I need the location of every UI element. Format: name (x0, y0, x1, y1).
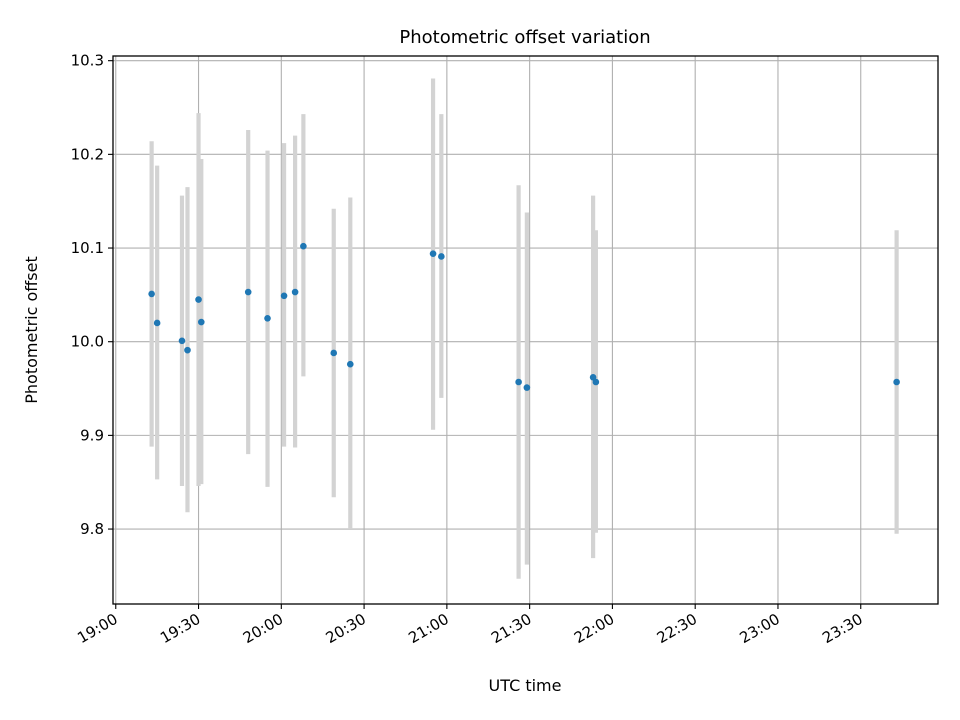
data-points (148, 242, 900, 391)
x-axis-label: UTC time (489, 676, 562, 695)
data-point (438, 253, 445, 260)
data-point (184, 346, 191, 354)
y-tick-label: 10.1 (71, 239, 104, 257)
data-point (264, 314, 271, 322)
x-tick-label: 20:00 (240, 610, 286, 647)
data-point (429, 250, 437, 257)
y-axis-label: Photometric offset (22, 256, 41, 404)
x-tick-label: 23:00 (737, 610, 783, 647)
plot-frame (112, 55, 939, 605)
error-bars (149, 78, 899, 579)
data-point (280, 292, 288, 300)
x-tick-label: 23:30 (819, 610, 865, 647)
y-tick-label: 10.3 (71, 52, 104, 70)
data-point (330, 349, 338, 357)
y-tick-label: 9.8 (80, 520, 104, 538)
y-tick-label: 9.9 (80, 426, 104, 444)
x-tick-label: 19:30 (157, 610, 203, 647)
x-tick-label: 22:00 (571, 610, 617, 647)
chart-title: Photometric offset variation (399, 27, 650, 48)
data-point (515, 378, 522, 386)
data-point (244, 288, 252, 296)
data-point (195, 296, 202, 303)
data-point (153, 319, 161, 327)
data-point (148, 290, 155, 298)
data-point (300, 242, 307, 250)
x-tick-label: 22:30 (654, 610, 700, 647)
data-point (197, 318, 205, 326)
y-tick-label: 10.0 (71, 333, 104, 351)
x-tick-label: 19:00 (74, 610, 120, 647)
data-point (523, 384, 531, 391)
x-tick-label: 21:30 (488, 610, 534, 647)
data-point (178, 337, 186, 345)
data-point (346, 360, 354, 368)
data-point (893, 378, 900, 386)
data-point (592, 378, 600, 386)
y-tick-label: 10.2 (71, 145, 104, 163)
x-tick-label: 20:30 (323, 610, 369, 647)
x-tick-label: 21:00 (405, 610, 451, 647)
data-point (291, 288, 299, 296)
